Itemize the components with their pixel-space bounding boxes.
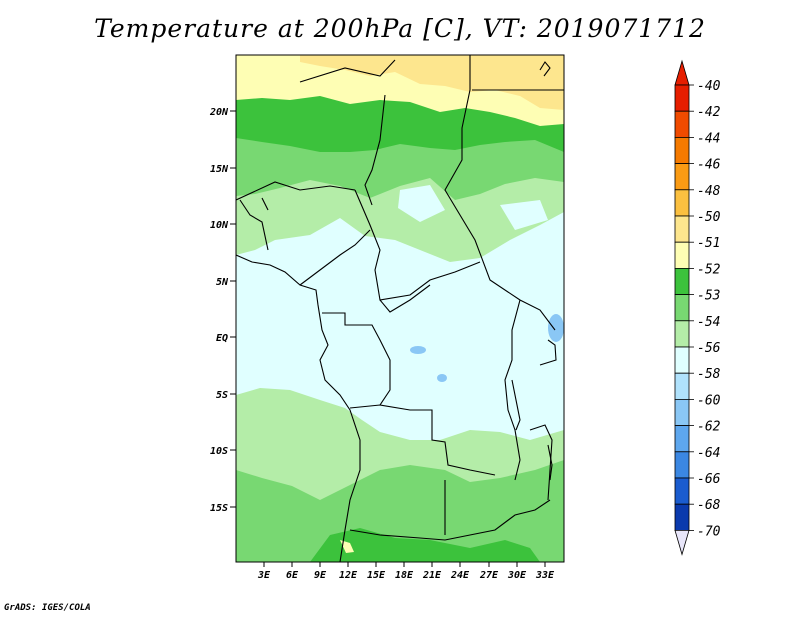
lon-label: 12E xyxy=(339,570,358,581)
field-south-mid-green xyxy=(236,460,564,562)
border-drc-east xyxy=(504,299,521,481)
colorbar-label: -60 xyxy=(697,393,721,408)
lon-label: 30E xyxy=(507,570,527,581)
lat-label: 5N xyxy=(216,277,229,288)
border-lake-tanganyika xyxy=(511,379,521,431)
colorbar-swatch xyxy=(674,189,690,217)
field-blue-spot-3 xyxy=(548,314,564,342)
colorbar-label: -64 xyxy=(697,446,720,461)
field-cyan-bay-2 xyxy=(500,200,548,230)
border-angola-south xyxy=(349,499,551,541)
border-sudan xyxy=(444,55,556,331)
colorbar-swatch xyxy=(674,294,690,322)
lat-label: 5S xyxy=(216,390,228,401)
colorbar-label: -50 xyxy=(697,210,721,225)
colorbar-swatch xyxy=(674,84,690,112)
field-blue-spot-1 xyxy=(410,346,426,354)
field-south-yellow xyxy=(340,540,354,553)
longitude-axis: 3E 6E 9E 12E 15E 18E 21E 24E 27E 30E 33E xyxy=(257,562,555,581)
grads-credit: GrADS: IGES/COLA xyxy=(4,603,91,613)
colorbar-label: -66 xyxy=(697,472,721,487)
colorbar-swatch xyxy=(674,503,690,531)
colorbar-swatch xyxy=(674,477,690,505)
lat-label: 15S xyxy=(210,503,228,514)
border-congo-1 xyxy=(322,312,391,406)
colorbar-label: -56 xyxy=(697,341,721,356)
colorbar-swatch xyxy=(674,346,690,374)
lon-label: 9E xyxy=(314,570,327,581)
country-borders xyxy=(236,55,564,562)
lon-label: 21E xyxy=(422,570,442,581)
colorbar-swatch xyxy=(674,320,690,348)
lon-label: 18E xyxy=(395,570,414,581)
colorbar-swatch xyxy=(674,398,690,426)
colorbar-label: -52 xyxy=(697,262,721,277)
lon-label: 6E xyxy=(286,570,299,581)
lat-label: 10S xyxy=(210,446,228,457)
border-west-2 xyxy=(261,197,269,211)
colorbar-swatch xyxy=(674,267,690,295)
lat-label: 15N xyxy=(210,164,229,175)
lon-label: 33E xyxy=(535,570,555,581)
colorbar-swatch xyxy=(674,215,690,243)
colorbar-label: -54 xyxy=(697,315,720,330)
border-chad-line xyxy=(364,94,386,206)
colorbar-label: -58 xyxy=(697,367,721,382)
colorbar-swatch xyxy=(674,110,690,138)
temperature-field xyxy=(236,55,564,562)
colorbar-swatch xyxy=(674,241,690,269)
field-south-dark-green xyxy=(310,528,540,562)
colorbar-label: -46 xyxy=(697,158,721,173)
border-lake-malawi xyxy=(547,444,553,481)
colorbar-label: -40 xyxy=(697,79,721,94)
latitude-axis: 20N 15N 10N 5N EQ 5S 10S 15S xyxy=(209,107,236,514)
colorbar-label: -62 xyxy=(697,420,721,435)
colorbar-swatch xyxy=(674,451,690,479)
colorbar-label: -51 xyxy=(697,236,720,251)
field-cyan-bay-1 xyxy=(398,185,445,222)
border-congo-2 xyxy=(379,284,431,313)
lon-label: 24E xyxy=(450,570,470,581)
plot-frame xyxy=(235,54,565,563)
border-sinai xyxy=(539,61,551,77)
border-cameroon xyxy=(299,229,371,286)
border-east-1 xyxy=(529,424,553,501)
border-angola xyxy=(349,404,496,476)
lat-label: EQ xyxy=(216,333,228,344)
colorbar-label: -48 xyxy=(697,184,721,199)
map-title: Temperature at 200hPa [C], VT: 201907171… xyxy=(94,14,706,43)
border-east-2 xyxy=(539,339,557,366)
lat-label: 10N xyxy=(210,220,229,231)
border-west-1 xyxy=(239,199,269,251)
colorbar-swatch xyxy=(674,163,690,191)
colorbar: -40 -42 -44 -46 -48 -50 -51 -52 -53 -54 -56 -58 -60 -… xyxy=(674,59,721,556)
colorbar-label: -42 xyxy=(697,105,721,120)
colorbar-bottom-tip xyxy=(674,530,690,556)
colorbar-top-tip xyxy=(674,59,690,86)
colorbar-label: -70 xyxy=(697,524,721,539)
colorbar-swatch xyxy=(674,136,690,164)
lat-label: 20N xyxy=(209,107,229,118)
colorbar-label: -53 xyxy=(697,289,720,304)
colorbar-swatch xyxy=(674,425,690,453)
lon-label: 27E xyxy=(479,570,499,581)
field-blue-spot-2 xyxy=(437,374,447,382)
colorbar-label: -68 xyxy=(697,498,721,513)
colorbar-label: -44 xyxy=(697,131,720,146)
border-north-diagonal xyxy=(299,59,396,83)
field-deep-yellow xyxy=(300,55,564,110)
lon-label: 3E xyxy=(257,570,271,581)
border-nigeria-north xyxy=(236,181,356,201)
lon-label: 15E xyxy=(367,570,386,581)
border-coast xyxy=(236,254,361,562)
colorbar-swatch xyxy=(674,372,690,400)
